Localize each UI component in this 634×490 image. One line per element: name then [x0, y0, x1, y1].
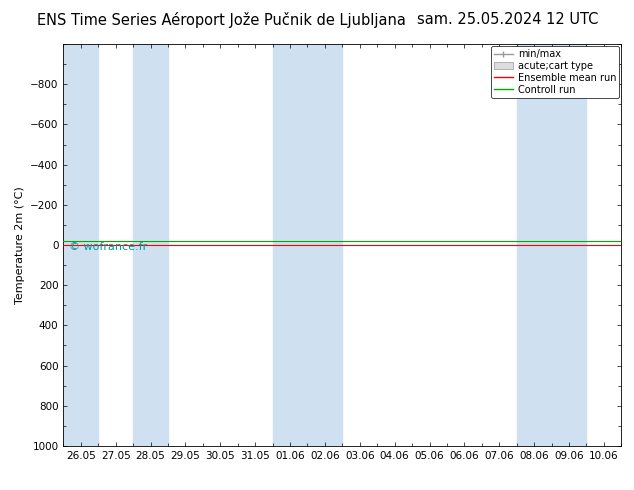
- Bar: [517, 44, 586, 446]
- Bar: [133, 44, 168, 446]
- Text: ENS Time Series Aéroport Jože Pučnik de Ljubljana: ENS Time Series Aéroport Jože Pučnik de …: [37, 12, 406, 28]
- Legend: min/max, acute;cart type, Ensemble mean run, Controll run: min/max, acute;cart type, Ensemble mean …: [491, 46, 619, 98]
- Bar: [273, 44, 342, 446]
- Y-axis label: Temperature 2m (°C): Temperature 2m (°C): [15, 186, 25, 304]
- Text: © wofrance.fr: © wofrance.fr: [69, 242, 147, 252]
- Text: sam. 25.05.2024 12 UTC: sam. 25.05.2024 12 UTC: [417, 12, 598, 27]
- Bar: [63, 44, 98, 446]
